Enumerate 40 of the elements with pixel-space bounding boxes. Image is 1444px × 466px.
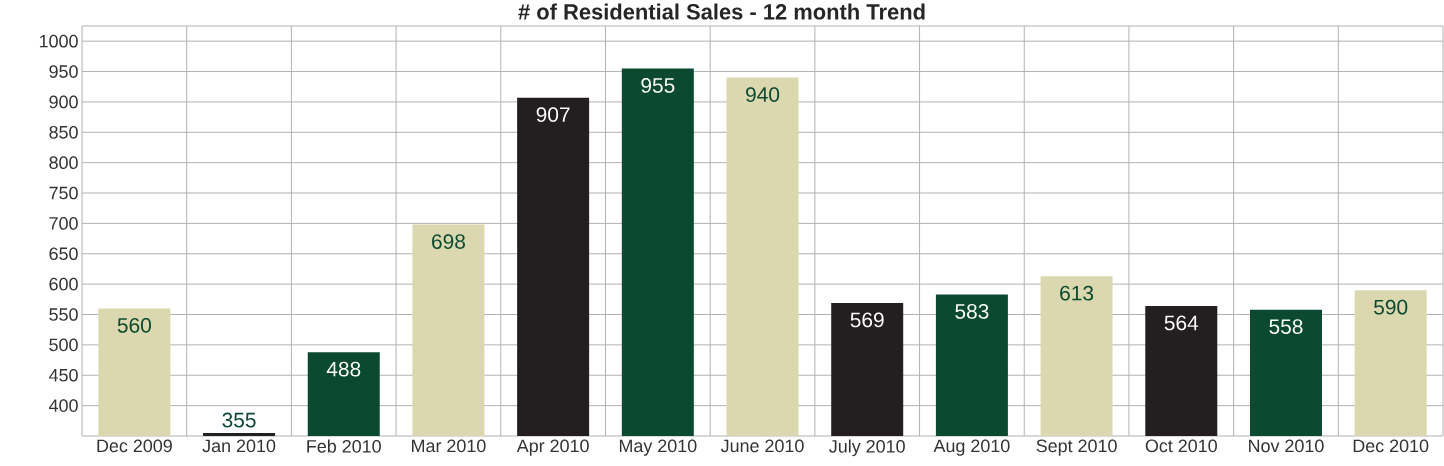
x-tick-label: Aug 2010	[933, 439, 1010, 456]
data-label: 558	[1269, 319, 1303, 334]
data-label: 560	[117, 317, 151, 333]
x-tick-label: Dec 2010	[1353, 439, 1429, 453]
y-tick-label: 400	[48, 399, 78, 412]
y-tick-label: 900	[49, 95, 78, 109]
x-tick-label: Feb 2010	[307, 439, 381, 453]
y-tick-label: 700	[49, 217, 78, 230]
y-tick-label: 750	[49, 186, 78, 200]
x-tick-label: June 2010	[720, 439, 804, 453]
data-label: 488	[326, 361, 361, 377]
y-tick-label: 800	[49, 156, 78, 169]
x-tick-label: Dec 2009	[97, 439, 172, 453]
data-label: 955	[641, 78, 675, 93]
y-tick-label: 650	[49, 247, 78, 261]
x-tick-label: Nov 2010	[1249, 439, 1324, 453]
x-tick-label: Apr 2010	[516, 439, 589, 456]
data-label: 940	[746, 87, 780, 102]
data-label: 583	[955, 303, 989, 319]
y-tick-label: 500	[49, 338, 78, 352]
x-tick-label: May 2010	[619, 439, 697, 456]
data-label: 698	[432, 234, 465, 249]
data-label: 569	[850, 312, 884, 328]
y-tick-label: 850	[49, 125, 78, 139]
data-label: 564	[1164, 315, 1199, 331]
x-tick-label: Oct 2010	[1145, 439, 1217, 453]
y-tick-label: 1000	[39, 34, 78, 48]
y-tick-label: 950	[49, 65, 78, 78]
y-tick-label: 550	[49, 308, 78, 321]
data-label: 613	[1060, 285, 1094, 301]
x-tick-label: July 2010	[829, 439, 905, 457]
x-tick-label: Jan 2010	[202, 439, 276, 453]
y-tick-label: 450	[48, 368, 78, 382]
y-tick-label: 600	[49, 277, 78, 291]
x-tick-label: Mar 2010	[412, 439, 486, 453]
x-tick-label: Sept 2010	[1036, 439, 1117, 456]
data-label: 355	[222, 412, 256, 428]
data-label: 907	[536, 107, 570, 122]
data-label: 590	[1374, 299, 1408, 315]
chart-title: # of Residential Sales - 12 month Trend	[518, 3, 925, 20]
